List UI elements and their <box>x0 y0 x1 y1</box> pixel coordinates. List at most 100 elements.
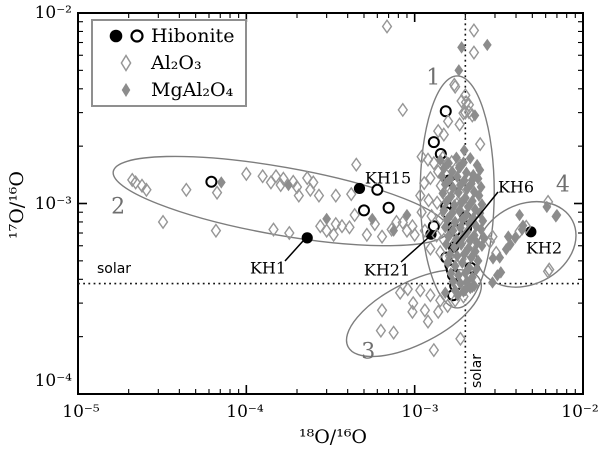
mgal2o4-point <box>459 144 469 157</box>
al2o3-point <box>181 182 192 198</box>
mgal2o4-point <box>454 64 464 77</box>
mgal2o4-point <box>488 252 498 265</box>
al2o3-point <box>435 244 446 260</box>
al2o3-point <box>375 323 387 339</box>
al2o3-point <box>422 314 434 329</box>
filled-diamond-icon <box>121 82 131 97</box>
mgal2o4-point <box>515 208 524 222</box>
al2o3-point <box>449 79 461 95</box>
hibonite-point-KH15 <box>353 182 366 195</box>
al2o3-point <box>416 204 427 220</box>
al2o3-point <box>460 94 472 110</box>
al2o3-point <box>336 218 348 234</box>
mgal2o4-point <box>476 223 486 236</box>
legend-row-hibonite: Hibonite <box>93 23 245 49</box>
mgal2o4-point <box>456 221 465 235</box>
mgal2o4-point <box>440 221 450 234</box>
hibonite-open-point <box>382 201 395 214</box>
mgal2o4-point <box>457 213 467 226</box>
al2o3-point <box>361 227 373 243</box>
mgal2o4-point <box>460 283 470 297</box>
al2o3-point <box>455 331 466 347</box>
mgal2o4-point <box>462 182 472 196</box>
hibonite-open-point <box>205 175 218 188</box>
al2o3-point <box>425 287 436 303</box>
mgal2o4-point <box>488 276 497 289</box>
al2o3-point <box>284 225 295 241</box>
mgal2o4-point <box>322 212 332 226</box>
mgal2o4-point <box>496 266 506 279</box>
mgal2o4-point <box>472 158 482 172</box>
legend-label-hibonite: Hibonite <box>151 25 235 48</box>
mgal2o4-point <box>441 195 451 209</box>
mgal2o4-point <box>471 263 481 276</box>
mgal2o4-point <box>389 224 399 237</box>
al2o3-point <box>425 241 436 256</box>
mgal2o4-point <box>456 196 466 209</box>
mgal2o4-point <box>465 151 475 165</box>
al2o3-point <box>426 208 437 224</box>
al2o3-point <box>241 166 252 182</box>
al2o3-point <box>463 104 475 120</box>
al2o3-point <box>468 45 480 60</box>
al2o3-point <box>305 182 316 198</box>
al2o3-point <box>435 292 446 308</box>
hibonite-open-point <box>357 204 370 217</box>
al2o3-point <box>428 342 440 358</box>
al2o3-point <box>141 182 152 198</box>
legend-row-mgal2o4: MgAl₂O₄ <box>93 77 245 103</box>
label-leader-line <box>455 191 499 245</box>
al2o3-point <box>157 214 169 230</box>
al2o3-point <box>442 298 453 314</box>
mgal2o4-point <box>463 200 473 214</box>
al2o3-point <box>425 170 436 186</box>
al2o3-point <box>468 23 480 38</box>
mgal2o4-point <box>452 170 462 184</box>
al2o3-point <box>419 223 431 239</box>
al2o3-point <box>438 127 450 143</box>
mgal2o4-point <box>476 180 486 194</box>
al2o3-point <box>454 117 465 132</box>
al2o3-legend-marker <box>120 54 132 72</box>
al2o3-point <box>422 152 434 168</box>
mgal2o4-point <box>473 172 483 185</box>
mgal2o4-point <box>470 109 480 122</box>
hibonite-open-point <box>439 105 452 118</box>
mgal2o4-point <box>501 243 511 256</box>
mgal2o4-point <box>402 208 412 222</box>
mgal2o4-point <box>477 198 487 211</box>
al2o3-point <box>442 113 454 129</box>
mgal2o4-point <box>216 176 226 189</box>
mgal2o4-point <box>448 275 458 288</box>
al2o3-point <box>344 219 355 235</box>
hibonite-open-point <box>427 136 440 149</box>
al2o3-point <box>257 168 268 184</box>
hibonite-open-point <box>371 183 384 196</box>
al2o3-point <box>381 19 393 34</box>
al2o3-point <box>416 149 427 165</box>
mgal2o4-point <box>474 189 484 202</box>
al2o3-point <box>397 102 409 118</box>
filled-circle-icon <box>109 30 123 43</box>
al2o3-point <box>460 105 471 121</box>
al2o3-point <box>210 223 222 239</box>
mgal2o4-point <box>482 38 492 52</box>
mgal2o4-point <box>463 242 473 255</box>
mgal2o4-point <box>440 178 450 191</box>
mgal2o4-point <box>503 230 513 243</box>
al2o3-point <box>543 262 555 277</box>
al2o3-point <box>136 178 148 194</box>
mgal2o4-point <box>439 204 449 217</box>
al2o3-point <box>474 136 486 152</box>
mgal2o4-point <box>464 261 474 274</box>
al2o3-point <box>435 211 446 227</box>
al2o3-point <box>409 227 420 243</box>
al2o3-point <box>397 215 409 230</box>
legend-label-al2o3: Al₂O₃ <box>151 51 202 74</box>
al2o3-point <box>458 105 469 121</box>
mgal2o4-point <box>453 289 463 302</box>
hibonite-legend-markers <box>109 29 144 43</box>
mgal2o4-point <box>443 256 453 269</box>
mgal2o4-point <box>454 161 464 174</box>
